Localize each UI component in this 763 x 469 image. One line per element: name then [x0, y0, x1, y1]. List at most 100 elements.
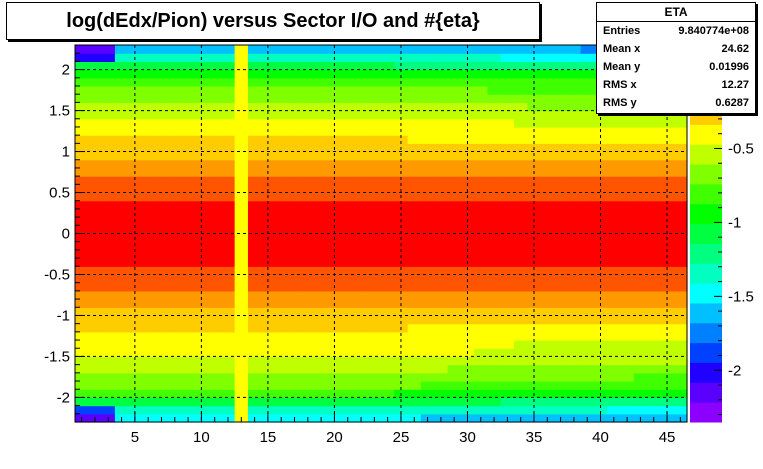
- heatmap-cell: [314, 299, 329, 308]
- heatmap-cell: [314, 249, 329, 259]
- heatmap-cell: [607, 290, 622, 300]
- heatmap-cell: [633, 389, 648, 399]
- heatmap-cell: [88, 143, 103, 153]
- heatmap-cell: [607, 405, 622, 415]
- heatmap-cell: [407, 299, 422, 308]
- heatmap-cell: [647, 405, 661, 415]
- heatmap-cell: [181, 184, 196, 194]
- heatmap-cell: [381, 290, 395, 300]
- heatmap-cell: [514, 45, 528, 54]
- heatmap-cell: [540, 126, 555, 136]
- heatmap-cell: [434, 208, 449, 218]
- heatmap-cell: [567, 225, 582, 235]
- palette-tick-label: -0.5: [728, 140, 754, 157]
- heatmap-cell: [540, 258, 555, 267]
- heatmap-cell: [514, 61, 528, 71]
- heatmap-cell: [354, 282, 369, 292]
- heatmap-cell: [194, 45, 209, 54]
- heatmap-cell: [221, 299, 236, 308]
- heatmap-cell: [314, 159, 329, 169]
- heatmap-cell: [274, 364, 289, 374]
- heatmap-cell: [394, 110, 409, 120]
- heatmap-cell: [367, 389, 382, 399]
- heatmap-cell: [514, 340, 528, 349]
- heatmap-cell: [101, 274, 116, 284]
- heatmap-cell: [367, 200, 382, 210]
- heatmap-cell: [567, 135, 582, 144]
- x-tick-label: 35: [526, 429, 543, 446]
- heatmap-cell: [673, 266, 688, 276]
- heatmap-cell: [620, 126, 635, 136]
- heatmap-cell: [354, 323, 369, 333]
- heatmap-cell: [633, 241, 648, 251]
- heatmap-cell: [274, 69, 289, 79]
- heatmap-cell: [633, 118, 648, 128]
- heatmap-cell: [367, 225, 382, 235]
- heatmap-cell: [660, 200, 675, 210]
- heatmap-cell: [221, 167, 236, 177]
- heatmap-cell: [287, 307, 302, 317]
- heatmap-cell: [567, 389, 582, 399]
- heatmap-cell: [500, 217, 515, 226]
- heatmap-cell: [194, 266, 209, 276]
- heatmap-cell: [420, 389, 435, 399]
- heatmap-cell: [620, 217, 635, 226]
- heatmap-cell: [114, 290, 129, 300]
- heatmap-cell: [221, 348, 236, 358]
- heatmap-cell: [474, 102, 489, 112]
- heatmap-cell: [447, 241, 462, 251]
- heatmap-cell: [420, 266, 435, 276]
- heatmap-cell: [234, 356, 249, 366]
- heatmap-cell: [633, 266, 648, 276]
- heatmap-cell: [580, 282, 595, 292]
- heatmap-cell: [660, 110, 675, 120]
- heatmap-cell: [341, 94, 355, 103]
- heatmap-cell: [114, 159, 129, 169]
- heatmap-cell: [287, 348, 302, 358]
- heatmap-cell: [261, 290, 276, 300]
- heatmap-cell: [434, 282, 449, 292]
- heatmap-cell: [553, 282, 568, 292]
- heatmap-cell: [607, 241, 622, 251]
- heatmap-cell: [633, 135, 648, 144]
- heatmap-cell: [181, 176, 196, 185]
- heatmap-cell: [474, 323, 489, 333]
- heatmap-cell: [221, 331, 236, 341]
- heatmap-cell: [101, 241, 116, 251]
- heatmap-cell: [567, 290, 582, 300]
- heatmap-cell: [114, 397, 129, 407]
- heatmap-cell: [540, 61, 555, 71]
- heatmap-cell: [141, 266, 156, 276]
- heatmap-cell: [341, 397, 355, 407]
- heatmap-cell: [88, 45, 103, 54]
- heatmap-cell: [341, 69, 355, 79]
- heatmap-cell: [620, 143, 635, 153]
- heatmap-cell: [420, 102, 435, 112]
- heatmap-cell: [460, 200, 475, 210]
- heatmap-cell: [261, 184, 276, 194]
- heatmap-cell: [88, 94, 103, 103]
- heatmap-cell: [394, 381, 409, 390]
- heatmap-cell: [580, 217, 595, 226]
- heatmap-cell: [514, 241, 528, 251]
- heatmap-cell: [660, 315, 675, 325]
- heatmap-cell: [114, 53, 129, 62]
- heatmap-cell: [287, 282, 302, 292]
- heatmap-cell: [354, 331, 369, 341]
- heatmap-cell: [367, 53, 382, 62]
- heatmap-cell: [487, 143, 502, 153]
- heatmap-cell: [274, 53, 289, 62]
- stats-box: ETA Entries 9.840774e+08 Mean x 24.62 Me…: [596, 2, 756, 114]
- heatmap-cell: [367, 405, 382, 415]
- heatmap-cell: [247, 192, 262, 202]
- heatmap-cell: [673, 282, 688, 292]
- heatmap-cell: [487, 389, 502, 399]
- heatmap-cell: [168, 85, 183, 95]
- heatmap-cell: [75, 274, 89, 284]
- heatmap-cell: [75, 397, 89, 407]
- heatmap-cell: [420, 69, 435, 79]
- heatmap-cell: [221, 135, 236, 144]
- heatmap-cell: [673, 274, 688, 284]
- heatmap-cell: [407, 258, 422, 267]
- heatmap-cell: [487, 53, 502, 62]
